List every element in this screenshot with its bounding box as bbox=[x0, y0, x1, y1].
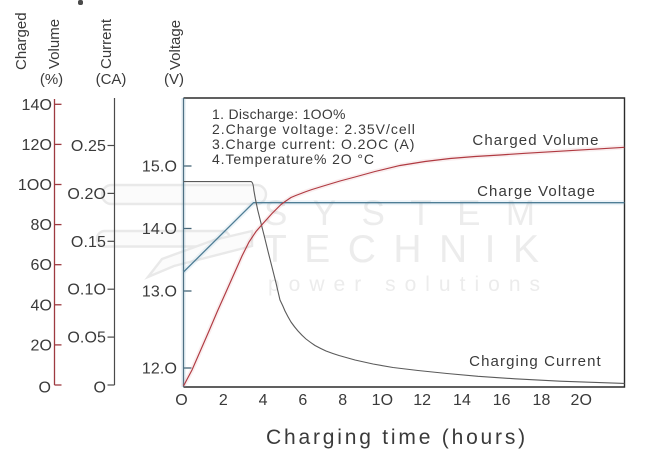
svg-text:1OO: 1OO bbox=[18, 177, 52, 194]
svg-text:6O: 6O bbox=[30, 257, 52, 274]
svg-text:12.O: 12.O bbox=[142, 361, 177, 378]
svg-text:1O: 1O bbox=[372, 392, 394, 409]
svg-text:8O: 8O bbox=[30, 217, 52, 234]
svg-text:14.O: 14.O bbox=[142, 221, 177, 238]
svg-text:Charging Current: Charging Current bbox=[469, 353, 602, 370]
svg-text:(%): (%) bbox=[40, 71, 63, 88]
svg-text:2O: 2O bbox=[571, 392, 593, 409]
svg-text:14O: 14O bbox=[21, 97, 52, 114]
svg-text:Volume: Volume bbox=[46, 19, 63, 69]
svg-text:O.2O: O.2O bbox=[67, 186, 106, 203]
svg-text:8: 8 bbox=[338, 392, 347, 409]
svg-text:4: 4 bbox=[259, 392, 268, 409]
svg-text:16: 16 bbox=[493, 392, 511, 409]
svg-text:(V): (V) bbox=[164, 71, 184, 88]
svg-text:12O: 12O bbox=[21, 137, 52, 154]
svg-text:13.O: 13.O bbox=[142, 284, 177, 301]
svg-text:O.1O: O.1O bbox=[67, 282, 106, 299]
svg-text:O.O5: O.O5 bbox=[67, 330, 106, 347]
svg-text:4.Temperature% 2O °C: 4.Temperature% 2O °C bbox=[212, 151, 375, 167]
svg-text:O: O bbox=[93, 380, 106, 397]
svg-text:Charged: Charged bbox=[13, 12, 30, 70]
svg-text:(CA): (CA) bbox=[96, 71, 127, 88]
svg-text:Charged Volume: Charged Volume bbox=[472, 132, 599, 149]
svg-text:O: O bbox=[38, 380, 51, 397]
svg-text:3.Charge current: O.2OC (A): 3.Charge current: O.2OC (A) bbox=[212, 136, 415, 152]
svg-text:O.25: O.25 bbox=[71, 138, 106, 155]
svg-text:4O: 4O bbox=[30, 297, 52, 314]
svg-text:1. Discharge: 1OO%: 1. Discharge: 1OO% bbox=[212, 106, 346, 122]
svg-text:TECHNIK: TECHNIK bbox=[263, 228, 539, 271]
svg-text:14: 14 bbox=[453, 392, 471, 409]
svg-text:power solutions: power solutions bbox=[268, 273, 540, 296]
svg-text:15.O: 15.O bbox=[142, 159, 177, 176]
svg-text:2: 2 bbox=[219, 392, 228, 409]
svg-text:2O: 2O bbox=[30, 337, 52, 354]
svg-text:Charging time (hours): Charging time (hours) bbox=[266, 426, 528, 449]
svg-text:Current: Current bbox=[98, 18, 115, 69]
svg-text:O.15: O.15 bbox=[71, 234, 106, 251]
svg-text:6: 6 bbox=[298, 392, 307, 409]
svg-text:Charge Voltage: Charge Voltage bbox=[477, 183, 596, 200]
svg-text:18: 18 bbox=[533, 392, 551, 409]
svg-text:Voltage: Voltage bbox=[167, 20, 184, 70]
svg-text:2.Charge voltage: 2.35V/cell: 2.Charge voltage: 2.35V/cell bbox=[212, 121, 416, 137]
svg-text:12: 12 bbox=[413, 392, 431, 409]
svg-text:O: O bbox=[175, 392, 188, 409]
